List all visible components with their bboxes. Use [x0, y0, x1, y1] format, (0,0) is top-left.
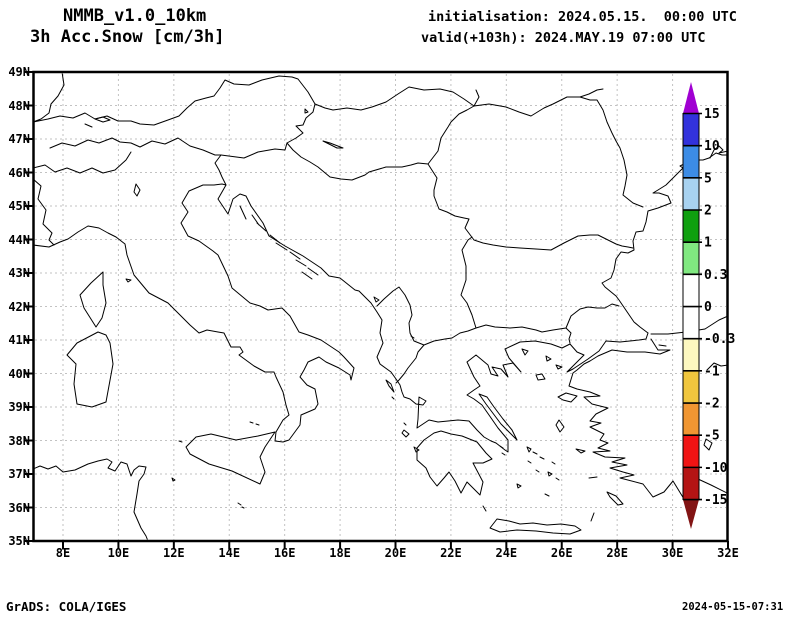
lat-label: 48N — [8, 98, 30, 113]
lon-label: 32E — [717, 546, 739, 560]
lon-label: 22E — [440, 546, 462, 560]
coastline-italy — [34, 183, 355, 443]
lat-label: 44N — [8, 232, 30, 247]
colorbar-label: -1 — [704, 364, 720, 379]
lon-label: 28E — [606, 546, 628, 560]
colorbar-arrow-above-max — [683, 82, 699, 114]
lon-label: 26E — [550, 546, 573, 560]
lat-label: 46N — [8, 165, 30, 180]
islands-adriatic — [239, 205, 319, 280]
islands-ionian — [385, 379, 420, 453]
product-title: 3h Acc.Snow [cm/3h] — [30, 27, 225, 47]
peninsula-peloponnese — [416, 430, 493, 496]
border-albania-macedonia-greece — [376, 236, 477, 384]
island-sicily — [185, 431, 276, 485]
colorbar-label: -2 — [704, 397, 720, 412]
border-anatolia-detail — [706, 362, 727, 371]
lakes — [84, 108, 713, 451]
initialisation-time-label: initialisation: 2024.05.15. 00:00 UTC — [428, 9, 737, 25]
lat-label: 35N — [8, 534, 30, 548]
border-austria-hungary — [286, 103, 316, 144]
lat-label: 49N — [8, 65, 30, 79]
lon-label: 10E — [107, 546, 130, 560]
coastline-dnieper-estuary — [709, 145, 727, 159]
colorbar-segment — [683, 113, 699, 147]
lon-label: 30E — [661, 546, 684, 560]
border-romania — [427, 88, 644, 251]
colorbar-segment — [683, 338, 699, 372]
coastline-turkey-west-south — [568, 338, 727, 500]
colorbar-label: 15 — [704, 107, 720, 122]
lat-label: 39N — [8, 400, 30, 414]
valid-time-label: valid(+103h): 2024.MAY.19 07:00 UTC — [421, 30, 706, 46]
border-hungary-yugoslavia — [286, 142, 429, 181]
colorbar-label: 1 — [704, 236, 712, 251]
lon-label: 18E — [329, 546, 351, 560]
border-italy-yugoslavia — [214, 154, 227, 186]
colorbar-label: -5 — [704, 429, 720, 444]
lat-label: 40N — [8, 366, 30, 381]
lat-label: 47N — [8, 132, 30, 146]
colorbar-segment — [683, 435, 699, 468]
colorbar-label: 0 — [704, 300, 712, 315]
map-layers — [34, 73, 727, 540]
islands-aegean — [482, 348, 624, 522]
islands-tyrrhenian — [125, 278, 260, 509]
colorbar-arrow-below-min — [683, 499, 699, 529]
island-euboea — [478, 393, 518, 441]
lat-label: 36N — [8, 500, 30, 515]
lon-label: 20E — [384, 546, 407, 560]
lat-label: 43N — [8, 266, 30, 280]
colorbar-segment — [683, 467, 699, 500]
colorbar-segment — [683, 370, 699, 404]
coastline-north-africa — [34, 458, 148, 540]
colorbar-segment — [683, 177, 699, 211]
lat-label: 37N — [8, 467, 30, 481]
colorbar-segment — [683, 274, 699, 307]
colorbar-segment — [683, 306, 699, 340]
lat-label: 45N — [8, 199, 30, 213]
coastline-adriatic-balkans-greece — [217, 184, 649, 453]
lat-label: 41N — [8, 333, 30, 347]
lon-label: 14E — [218, 546, 241, 560]
colorbar-segment — [683, 210, 699, 243]
lat-label: 42N — [8, 299, 30, 314]
colorbar-label: 5 — [704, 171, 712, 186]
grads-credit: GrADS: COLA/IGES — [6, 599, 127, 614]
colorbar-label: 2 — [704, 204, 712, 219]
island-crete — [489, 518, 582, 535]
lon-label: 12E — [162, 546, 185, 560]
island-sardinia — [66, 331, 114, 408]
lon-label: 16E — [273, 546, 296, 560]
colorbar-segment — [683, 145, 699, 179]
colorbar-label: -15 — [704, 493, 727, 508]
island-corsica — [79, 271, 107, 328]
border-bulgaria-greece-turkey — [475, 303, 620, 344]
grid-lines — [35, 74, 726, 540]
lat-label: 38N — [8, 433, 30, 448]
colorbar-label: 0.3 — [704, 268, 727, 283]
border-czechoslovakia-hungary — [314, 86, 480, 111]
axis-ticks — [24, 71, 730, 550]
colorbar-legend: 15 10 5 2 1 0.3 0 -0.3 -1 -2 -5 -10 -15 — [682, 82, 735, 529]
model-title: NMMB_v1.0_10km — [63, 6, 207, 26]
border-france-italy — [34, 151, 132, 246]
map-frame — [32, 70, 729, 543]
colorbar-label: -0.3 — [704, 332, 735, 347]
lon-label: 24E — [495, 546, 518, 560]
lon-label: 8E — [55, 546, 71, 560]
colorbar-segment — [683, 242, 699, 275]
border-alps-central — [49, 137, 288, 159]
colorbar-label: -10 — [704, 461, 728, 476]
border-alps-north — [34, 73, 316, 126]
creation-timestamp: 2024-05-15-07:31 — [682, 601, 784, 613]
colorbar-segment — [683, 403, 699, 436]
colorbar-label: 10 — [704, 139, 720, 154]
